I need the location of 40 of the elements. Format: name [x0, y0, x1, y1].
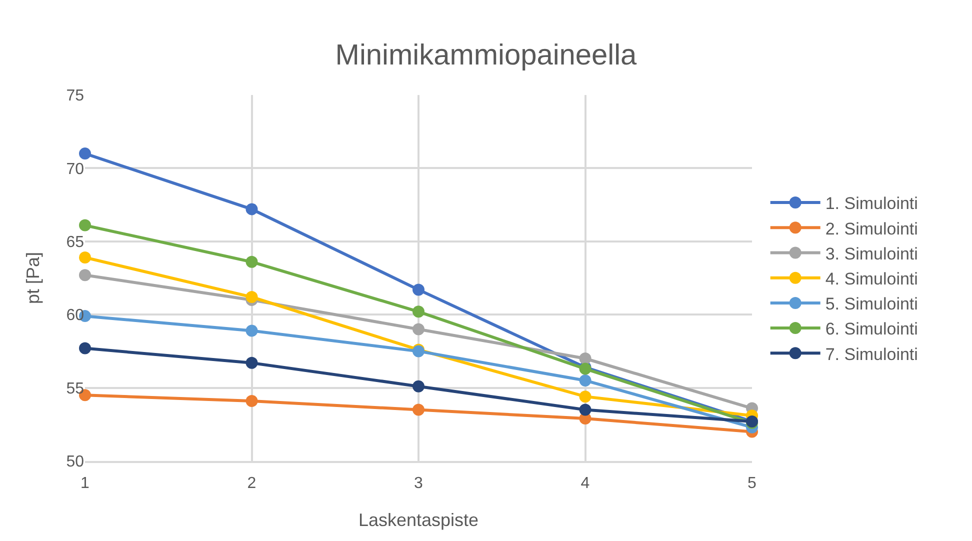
legend-label: 2. Simulointi: [825, 219, 918, 238]
point: [412, 306, 424, 318]
y-axis-title: pt [Pa]: [23, 252, 43, 304]
point: [79, 342, 91, 354]
x-tick-label: 3: [414, 475, 424, 492]
legend-label: 1. Simulointi: [825, 194, 918, 214]
x-tick-label: 1: [80, 475, 90, 492]
legend-label: 7. Simulointi: [825, 344, 918, 364]
point: [246, 203, 258, 216]
point: [246, 256, 258, 268]
x-tick-label: 5: [748, 475, 757, 492]
chart-title: Minimikammiopaineella: [335, 39, 638, 72]
y-tick-label: 75: [66, 88, 84, 105]
point: [246, 356, 258, 369]
y-tick-label: 70: [66, 160, 84, 178]
y-tick-label: 55: [66, 380, 84, 398]
point: [246, 394, 258, 407]
point: [79, 269, 91, 282]
legend-label: 6. Simulointi: [825, 320, 918, 339]
point: [579, 390, 592, 403]
y-tick-label: 50: [66, 454, 84, 471]
point: [579, 404, 592, 416]
point: [412, 323, 424, 336]
x-axis-title: Laskentaspiste: [358, 510, 479, 530]
legend-label: 5. Simulointi: [825, 294, 918, 314]
point: [246, 324, 258, 337]
point: [79, 148, 91, 160]
legend-label: 4. Simulointi: [825, 269, 918, 288]
point: [79, 252, 91, 264]
point: [246, 291, 258, 304]
x-tick-label: 2: [247, 475, 256, 492]
y-tick-label: 65: [66, 234, 84, 251]
point: [579, 374, 592, 386]
x-tick-label: 4: [580, 475, 590, 492]
point: [79, 219, 91, 232]
point: [579, 352, 592, 365]
point: [412, 284, 424, 296]
legend-label: 3. Simulointi: [825, 244, 918, 264]
point: [412, 404, 424, 416]
point: [412, 380, 424, 392]
